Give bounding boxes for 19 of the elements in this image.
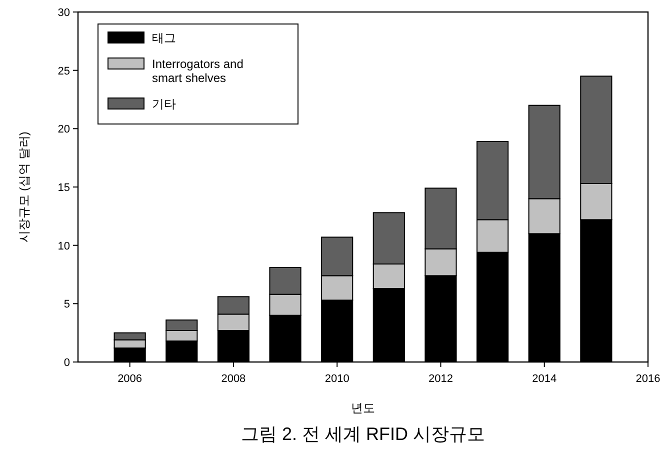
y-tick-label: 10 [58,240,70,252]
y-tick-label: 0 [64,357,70,369]
x-tick-label: 2016 [636,373,660,385]
y-tick-label: 30 [58,7,70,19]
legend-label: Interrogators and smart shelves [152,57,244,85]
y-tick-label: 5 [64,298,70,311]
x-tick-label: 2008 [221,373,246,385]
y-tick-label: 20 [58,124,70,136]
y-axis-title: 시장규모 (십억 달러) [17,132,31,242]
x-tick-label: 2012 [428,373,453,385]
legend-label: 기타 [152,97,176,111]
y-tick-label: 15 [58,182,70,194]
legend-label: 태그 [152,31,176,45]
x-tick-label: 2010 [324,373,350,385]
x-tick-label: 2014 [532,373,557,385]
text: 그림 2. 전 세계 RFID 시장규모 [240,424,486,444]
x-axis-title: 년도 [351,401,375,415]
y-tick-label: 25 [58,65,70,78]
x-tick-label: 2006 [118,373,142,385]
